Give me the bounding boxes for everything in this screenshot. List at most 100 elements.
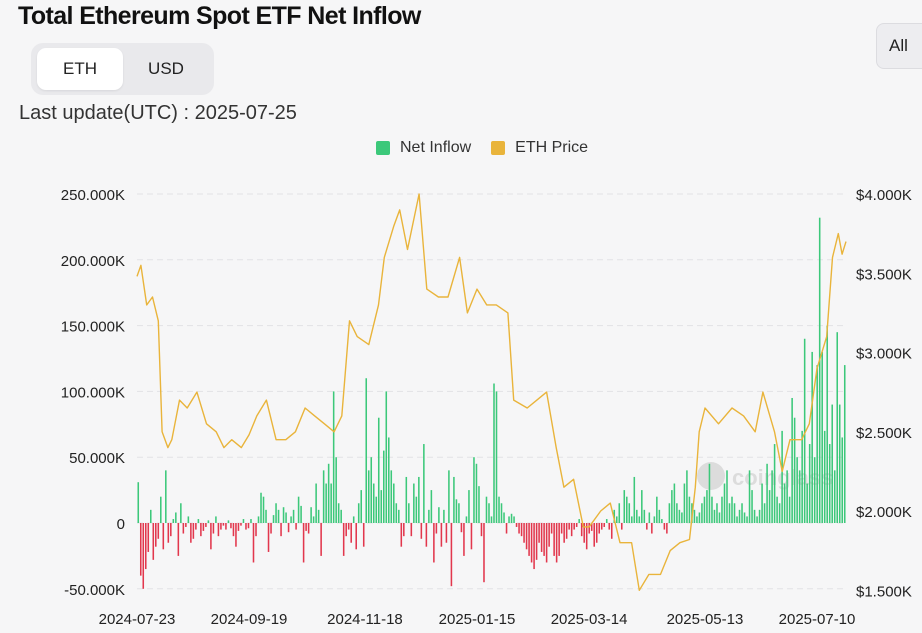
net-inflow-bar[interactable] [475, 463, 478, 523]
net-inflow-bar[interactable] [578, 519, 580, 523]
net-inflow-bar[interactable] [495, 391, 498, 523]
net-inflow-bar[interactable] [337, 503, 340, 523]
net-inflow-bar[interactable] [741, 503, 743, 523]
net-inflow-bar[interactable] [165, 470, 167, 523]
net-inflow-bar[interactable] [245, 523, 247, 530]
net-inflow-bar[interactable] [340, 509, 342, 523]
net-inflow-bar[interactable] [162, 523, 165, 550]
net-inflow-bar[interactable] [470, 523, 473, 550]
net-inflow-bar[interactable] [626, 496, 628, 523]
net-inflow-bar[interactable] [393, 483, 395, 523]
net-inflow-bar[interactable] [423, 444, 425, 523]
net-inflow-bar[interactable] [801, 430, 803, 523]
net-inflow-bar[interactable] [673, 483, 676, 523]
net-inflow-bar[interactable] [215, 516, 217, 523]
net-inflow-bar[interactable] [485, 496, 488, 523]
net-inflow-bar[interactable] [262, 496, 265, 523]
net-inflow-bar[interactable] [676, 503, 678, 523]
net-inflow-bar[interactable] [558, 523, 560, 556]
net-inflow-bar[interactable] [418, 476, 420, 523]
net-inflow-bar[interactable] [275, 503, 277, 523]
net-inflow-bar[interactable] [743, 512, 746, 523]
net-inflow-bar[interactable] [180, 503, 182, 523]
net-inflow-bar[interactable] [793, 417, 796, 523]
net-inflow-bar[interactable] [696, 516, 698, 523]
net-inflow-bar[interactable] [570, 523, 573, 537]
net-inflow-bar[interactable] [302, 523, 305, 563]
net-inflow-bar[interactable] [332, 391, 335, 523]
net-inflow-bar[interactable] [723, 483, 726, 523]
net-inflow-bar[interactable] [222, 523, 225, 526]
net-inflow-bar[interactable] [783, 483, 786, 523]
net-inflow-bar[interactable] [706, 490, 708, 523]
net-inflow-bar[interactable] [678, 509, 681, 523]
net-inflow-bar[interactable] [147, 523, 150, 552]
net-inflow-bar[interactable] [460, 523, 463, 533]
net-inflow-bar[interactable] [292, 509, 295, 523]
net-inflow-bar[interactable] [282, 507, 285, 523]
net-inflow-bar[interactable] [778, 503, 781, 523]
net-inflow-bar[interactable] [260, 492, 262, 523]
net-inflow-bar[interactable] [605, 519, 608, 523]
net-inflow-bar[interactable] [738, 509, 741, 523]
net-inflow-bar[interactable] [255, 523, 257, 537]
net-inflow-bar[interactable] [403, 523, 405, 537]
net-inflow-bar[interactable] [139, 523, 142, 576]
net-inflow-bar[interactable] [661, 519, 663, 523]
net-inflow-bar[interactable] [621, 523, 623, 530]
net-inflow-bar[interactable] [142, 523, 145, 589]
net-inflow-bar[interactable] [796, 457, 798, 523]
net-inflow-bar[interactable] [505, 523, 508, 534]
net-inflow-bar[interactable] [493, 383, 495, 524]
net-inflow-bar[interactable] [590, 523, 593, 531]
net-inflow-bar[interactable] [515, 523, 518, 527]
net-inflow-bar[interactable] [843, 365, 846, 523]
net-inflow-bar[interactable] [758, 509, 761, 523]
net-inflow-bar[interactable] [443, 509, 445, 523]
net-inflow-bar[interactable] [530, 523, 533, 563]
net-inflow-bar[interactable] [425, 523, 428, 547]
net-inflow-bar[interactable] [746, 516, 748, 523]
net-inflow-bar[interactable] [177, 523, 180, 556]
net-inflow-bar[interactable] [648, 512, 651, 523]
net-inflow-bar[interactable] [786, 470, 788, 523]
net-inflow-bar[interactable] [628, 503, 631, 523]
net-inflow-bar[interactable] [718, 512, 721, 523]
net-inflow-bar[interactable] [788, 496, 791, 523]
net-inflow-bar[interactable] [773, 444, 776, 523]
net-inflow-bar[interactable] [237, 523, 240, 531]
net-inflow-bar[interactable] [763, 503, 766, 523]
net-inflow-bar[interactable] [327, 463, 330, 523]
net-inflow-bar[interactable] [575, 523, 578, 527]
net-inflow-bar[interactable] [250, 519, 252, 523]
net-inflow-bar[interactable] [631, 516, 633, 523]
net-inflow-bar[interactable] [380, 490, 383, 523]
net-inflow-bar[interactable] [751, 490, 753, 523]
net-inflow-bar[interactable] [160, 496, 162, 523]
net-inflow-bar[interactable] [711, 496, 713, 523]
net-inflow-bar[interactable] [230, 523, 232, 529]
time-range-button[interactable]: All [876, 23, 922, 69]
net-inflow-bar[interactable] [335, 457, 337, 523]
net-inflow-bar[interactable] [267, 523, 270, 552]
net-inflow-bar[interactable] [633, 476, 636, 523]
net-inflow-bar[interactable] [220, 523, 222, 530]
net-inflow-bar[interactable] [488, 503, 490, 523]
net-inflow-bar[interactable] [636, 509, 638, 523]
net-inflow-bar[interactable] [212, 523, 215, 534]
net-inflow-bar[interactable] [603, 523, 606, 527]
legend-item-net-inflow[interactable]: Net Inflow [376, 139, 471, 157]
net-inflow-bar[interactable] [663, 523, 666, 530]
net-inflow-bar[interactable] [155, 523, 157, 547]
net-inflow-bar[interactable] [766, 463, 768, 523]
net-inflow-bar[interactable] [728, 503, 731, 523]
net-inflow-bar[interactable] [688, 496, 691, 523]
net-inflow-bar[interactable] [841, 437, 844, 523]
net-inflow-bar[interactable] [836, 332, 838, 523]
net-inflow-bar[interactable] [320, 523, 322, 556]
net-inflow-bar[interactable] [357, 503, 360, 523]
net-inflow-bar[interactable] [716, 503, 718, 523]
eth-price-polyline[interactable] [136, 193, 847, 591]
net-inflow-bar[interactable] [187, 516, 190, 523]
net-inflow-bar[interactable] [430, 490, 433, 523]
